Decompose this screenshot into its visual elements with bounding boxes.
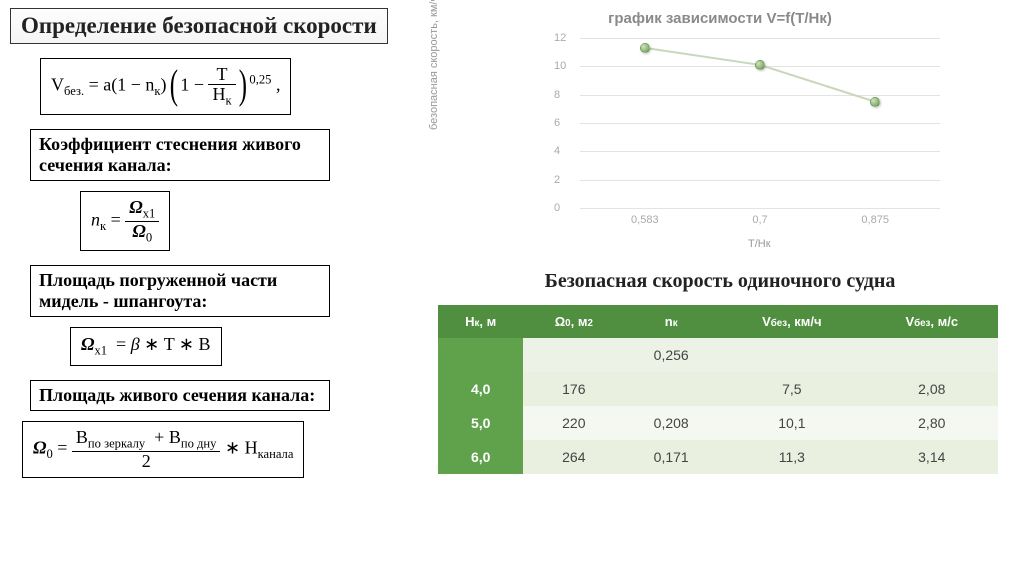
- cell-value: [866, 338, 998, 372]
- cell-value: [718, 338, 865, 372]
- ytick-label: 0: [554, 202, 560, 214]
- xtick-label: 0,875: [861, 214, 889, 226]
- table-header: Hк, м: [438, 305, 523, 338]
- xtick-label: 0,7: [752, 214, 767, 226]
- label-midel: Площадь погруженной части мидель - шпанг…: [30, 265, 330, 317]
- table-row: 4,0176 7,52,08: [438, 372, 998, 406]
- cell-hk: 6,0: [438, 440, 523, 474]
- chart-marker: [640, 43, 650, 53]
- table-header: nк: [624, 305, 718, 338]
- label-omega0: Площадь живого сечения канала:: [30, 380, 330, 411]
- gridline: [580, 208, 940, 209]
- cell-value: [523, 338, 624, 372]
- xtick-label: 0,583: [631, 214, 659, 226]
- cell-value: 2,08: [866, 372, 998, 406]
- cell-value: 264: [523, 440, 624, 474]
- cell-value: 7,5: [718, 372, 865, 406]
- ytick-label: 12: [554, 32, 566, 44]
- cell-value: 3,14: [866, 440, 998, 474]
- chart: график зависимости V=f(T/Hк) безопасная …: [440, 10, 1000, 250]
- cell-value: [624, 372, 718, 406]
- formula-vbez: Vбез. = a(1 − nк)(1 − THк)0,25 ,: [40, 58, 291, 115]
- ytick-label: 8: [554, 89, 560, 101]
- ytick-label: 10: [554, 60, 566, 72]
- chart-marker: [870, 97, 880, 107]
- cell-value: 10,1: [718, 406, 865, 440]
- ytick-label: 4: [554, 145, 560, 157]
- page-title: Определение безопасной скорости: [10, 8, 388, 44]
- left-column: Определение безопасной скорости Vбез. = …: [10, 8, 390, 492]
- cell-hk: 5,0: [438, 406, 523, 440]
- ytick-label: 6: [554, 117, 560, 129]
- label-coeff: Коэффициент стеснения живого сечения кан…: [30, 129, 330, 181]
- ytick-label: 2: [554, 174, 560, 186]
- formula-o0: Ω0 = Bпо зеркалу + Bпо дну2 ∗ Нканала: [22, 421, 304, 478]
- right-column: график зависимости V=f(T/Hк) безопасная …: [430, 10, 1010, 474]
- formula-nk: nк = Ωx1Ω0: [80, 191, 170, 252]
- safety-table: Hк, мΩ0, м2nкVбез, км/чVбез, м/с 0,2564,…: [438, 305, 998, 474]
- chart-xlabel: T/Нк: [748, 238, 771, 250]
- cell-value: 11,3: [718, 440, 865, 474]
- cell-value: 220: [523, 406, 624, 440]
- chart-ylabel: безопасная скорость, км/ч: [428, 0, 440, 130]
- table-header: Vбез, км/ч: [718, 305, 865, 338]
- cell-value: 2,80: [866, 406, 998, 440]
- table-title: Безопасная скорость одиночного судна: [430, 270, 1010, 293]
- cell-hk: [438, 338, 523, 372]
- table-header: Ω0, м2: [523, 305, 624, 338]
- cell-hk: 4,0: [438, 372, 523, 406]
- table-row: 0,256: [438, 338, 998, 372]
- cell-value: 176: [523, 372, 624, 406]
- chart-title: график зависимости V=f(T/Hк): [440, 10, 1000, 27]
- table-row: 6,02640,17111,33,14: [438, 440, 998, 474]
- chart-plot: 0246810120,5830,70,875: [580, 38, 940, 208]
- chart-marker: [755, 60, 765, 70]
- cell-value: 0,208: [624, 406, 718, 440]
- cell-value: 0,171: [624, 440, 718, 474]
- table-header: Vбез, м/с: [866, 305, 998, 338]
- table-row: 5,02200,20810,12,80: [438, 406, 998, 440]
- cell-value: 0,256: [624, 338, 718, 372]
- formula-ox1: Ωx1 = β ∗ T ∗ B: [70, 327, 222, 366]
